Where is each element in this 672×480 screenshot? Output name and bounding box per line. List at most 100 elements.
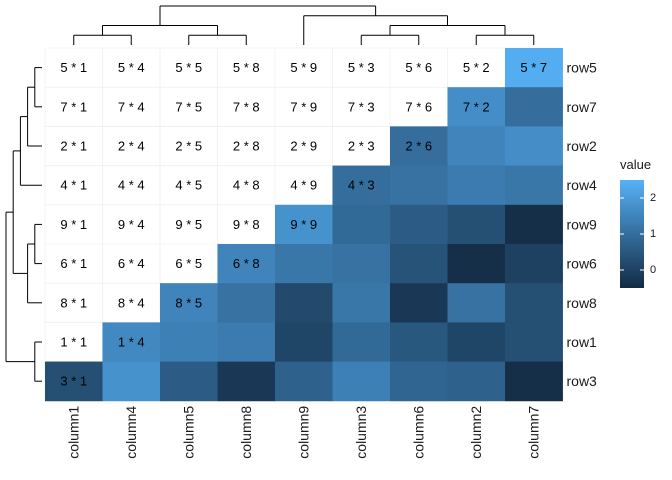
- heatmap-cell-fill: [217, 283, 276, 323]
- heatmap-cell-fill: [447, 165, 506, 206]
- heatmap-cell-fill: [102, 322, 161, 362]
- row-label: row3: [567, 373, 598, 389]
- heatmap-cell-fill: [217, 361, 276, 402]
- heatmap-cell: [275, 87, 333, 127]
- cell-label: 4 * 3: [348, 178, 375, 193]
- cell-label: 5 * 8: [233, 60, 260, 75]
- heatmap-cell: [102, 165, 161, 206]
- column-dendrogram: [73, 5, 535, 45]
- legend-tick-label: 0: [650, 264, 656, 276]
- heatmap-cell: [217, 126, 276, 166]
- heatmap-cell-fill: [332, 204, 391, 245]
- cell-label: 8 * 1: [60, 295, 87, 310]
- heatmap-cell-fill: [332, 165, 391, 206]
- cell-label: 6 * 4: [118, 256, 145, 271]
- heatmap-cell-fill: [447, 283, 506, 323]
- heatmap-cell: [160, 87, 218, 127]
- heatmap-cell-fill: [447, 87, 506, 127]
- heatmap-cell-fill: [505, 244, 563, 284]
- heatmap-cell: [160, 48, 218, 88]
- column-label: column7: [526, 406, 542, 459]
- heatmap-cell: [275, 48, 333, 88]
- heatmap-cell-fill: [332, 361, 391, 402]
- heatmap-cell-fill: [275, 283, 333, 323]
- legend-ticks: 2 1 0: [620, 192, 656, 276]
- cell-label: 8 * 4: [118, 295, 145, 310]
- cell-label: 2 * 5: [175, 139, 202, 154]
- heatmap-cell: [102, 87, 161, 127]
- heatmap-cell-fill: [505, 283, 563, 323]
- cell-label: 4 * 5: [175, 178, 202, 193]
- heatmap-cells: [44, 47, 563, 402]
- cell-label: 8 * 5: [175, 295, 202, 310]
- color-legend: value 2 1 0: [620, 157, 656, 288]
- heatmap-cell: [102, 244, 161, 284]
- heatmap-cell-fill: [447, 204, 506, 245]
- column-label: column3: [353, 406, 369, 459]
- heatmap-cell-fill: [505, 361, 563, 402]
- row-label: row6: [567, 256, 598, 272]
- row-label: row9: [567, 216, 598, 232]
- heatmap-cell-fill: [390, 322, 448, 362]
- cell-label: 6 * 5: [175, 256, 202, 271]
- heatmap-cell-fill: [505, 165, 563, 206]
- heatmap-cell-fill: [505, 48, 563, 88]
- cell-label: 7 * 1: [60, 99, 87, 114]
- cell-label: 6 * 1: [60, 256, 87, 271]
- heatmap-cell: [160, 244, 218, 284]
- heatmap-cell: [45, 283, 103, 323]
- cell-label: 4 * 9: [290, 178, 317, 193]
- cell-label: 7 * 9: [290, 99, 317, 114]
- heatmap-cell: [332, 126, 391, 166]
- heatmap-cell-fill: [275, 322, 333, 362]
- cell-label: 5 * 6: [405, 60, 432, 75]
- heatmap-cell-fill: [447, 361, 506, 402]
- heatmap-cell-fill: [505, 87, 563, 127]
- row-label: row8: [567, 295, 598, 311]
- cell-label: 2 * 4: [118, 139, 145, 154]
- heatmap-cell-fill: [102, 361, 161, 402]
- heatmap-cell-fill: [390, 361, 448, 402]
- heatmap-cell-fill: [45, 361, 103, 402]
- heatmap-cell: [217, 204, 276, 245]
- heatmap-cell: [217, 87, 276, 127]
- heatmap-cell-fill: [332, 283, 391, 323]
- heatmap-cell: [390, 48, 448, 88]
- heatmap-cell-fill: [447, 322, 506, 362]
- cell-label: 4 * 8: [233, 178, 260, 193]
- heatmap-cell-fill: [390, 204, 448, 245]
- row-dendrogram: [5, 67, 42, 382]
- row-label: row2: [567, 138, 598, 154]
- heatmap-cell: [160, 204, 218, 245]
- heatmap-cell: [332, 48, 391, 88]
- cell-label: 2 * 3: [348, 139, 375, 154]
- cell-label: 1 * 4: [118, 335, 145, 350]
- heatmap-cell-fill: [390, 244, 448, 284]
- cell-label: 4 * 1: [60, 178, 87, 193]
- row-label: row5: [567, 60, 598, 76]
- heatmap-cell-fill: [217, 322, 276, 362]
- row-label: row4: [567, 177, 598, 193]
- heatmap-cell: [45, 165, 103, 206]
- heatmap-cell-fill: [275, 244, 333, 284]
- column-label: column8: [238, 406, 254, 459]
- column-label: column2: [468, 406, 484, 459]
- cell-label: 2 * 9: [290, 139, 317, 154]
- heatmap-cell: [45, 322, 103, 362]
- heatmap-cell-fill: [275, 204, 333, 245]
- heatmap-cell-fill: [505, 126, 563, 166]
- heatmap-cell-fill: [447, 126, 506, 166]
- heatmap-cell-fill: [160, 322, 218, 362]
- column-label: column6: [411, 406, 427, 459]
- cell-label: 7 * 3: [348, 99, 375, 114]
- heatmap-cell: [45, 126, 103, 166]
- heatmap-cell: [160, 165, 218, 206]
- heatmap-cell: [45, 87, 103, 127]
- heatmap-cell: [332, 87, 391, 127]
- cell-label: 9 * 4: [118, 217, 145, 232]
- heatmap-cell: [102, 48, 161, 88]
- heatmap-cell-labels: 5 * 1 5 * 4 5 * 5 5 * 8 5 * 9 5 * 3 5 * 6 5 * 2…: [60, 60, 547, 389]
- cell-label: 9 * 9: [290, 217, 317, 232]
- cell-label: 7 * 8: [233, 99, 260, 114]
